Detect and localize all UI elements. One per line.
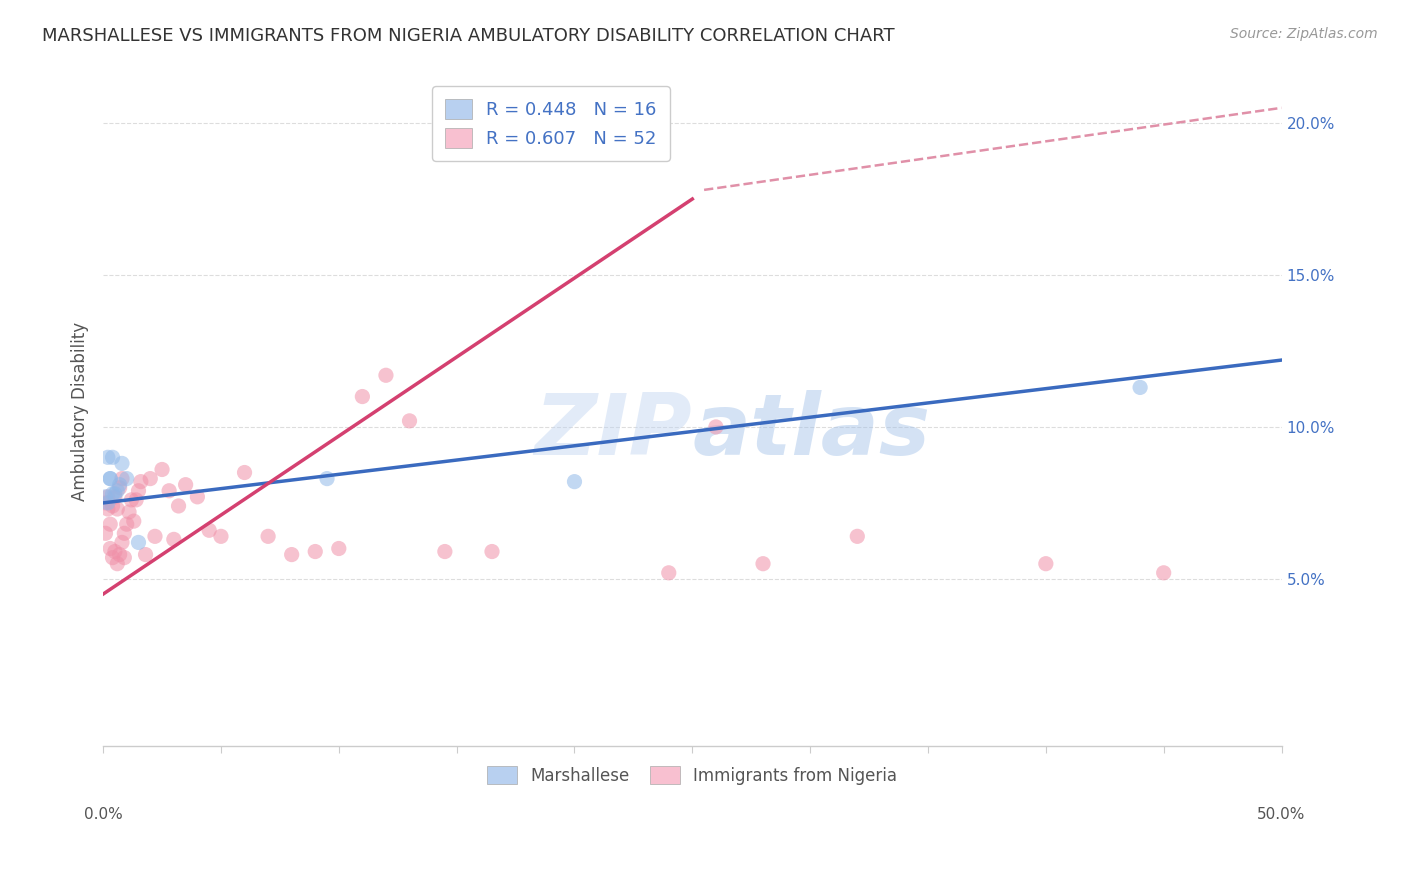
Point	[118, 505, 141, 519]
Point	[163, 533, 186, 547]
Y-axis label: Ambulatory Disability: Ambulatory Disability	[72, 322, 89, 501]
Text: 0.0%: 0.0%	[84, 807, 122, 822]
Point	[101, 499, 124, 513]
Point	[98, 472, 121, 486]
Point	[127, 535, 149, 549]
Point	[1035, 557, 1057, 571]
Point	[108, 477, 131, 491]
Point	[481, 544, 503, 558]
Point	[752, 557, 775, 571]
Point	[1129, 380, 1152, 394]
Point	[150, 462, 173, 476]
Point	[127, 483, 149, 498]
Point	[658, 566, 681, 580]
Point	[101, 487, 124, 501]
Point	[101, 450, 124, 465]
Point	[143, 529, 166, 543]
Point	[174, 477, 197, 491]
Point	[104, 544, 127, 558]
Point	[704, 420, 727, 434]
Point	[97, 490, 120, 504]
Point	[433, 544, 456, 558]
Point	[111, 472, 134, 486]
Text: Source: ZipAtlas.com: Source: ZipAtlas.com	[1230, 27, 1378, 41]
Text: ZIP: ZIP	[534, 391, 692, 474]
Point	[316, 472, 339, 486]
Point	[115, 517, 138, 532]
Text: atlas: atlas	[692, 391, 931, 474]
Point	[135, 548, 157, 562]
Point	[112, 550, 135, 565]
Point	[98, 472, 121, 486]
Point	[1153, 566, 1175, 580]
Point	[304, 544, 326, 558]
Point	[328, 541, 350, 556]
Text: 50.0%: 50.0%	[1257, 807, 1306, 822]
Point	[108, 548, 131, 562]
Point	[97, 450, 120, 465]
Point	[105, 483, 128, 498]
Point	[104, 490, 127, 504]
Point	[94, 490, 117, 504]
Point	[108, 481, 131, 495]
Point	[233, 466, 256, 480]
Point	[101, 550, 124, 565]
Point	[157, 483, 180, 498]
Point	[167, 499, 190, 513]
Point	[104, 487, 127, 501]
Point	[97, 496, 120, 510]
Point	[120, 492, 142, 507]
Point	[97, 502, 120, 516]
Point	[122, 514, 145, 528]
Point	[105, 557, 128, 571]
Legend: Marshallese, Immigrants from Nigeria: Marshallese, Immigrants from Nigeria	[481, 759, 904, 791]
Text: MARSHALLESE VS IMMIGRANTS FROM NIGERIA AMBULATORY DISABILITY CORRELATION CHART: MARSHALLESE VS IMMIGRANTS FROM NIGERIA A…	[42, 27, 894, 45]
Point	[209, 529, 232, 543]
Point	[94, 526, 117, 541]
Point	[398, 414, 420, 428]
Point	[257, 529, 280, 543]
Point	[125, 492, 148, 507]
Point	[846, 529, 869, 543]
Point	[98, 541, 121, 556]
Point	[280, 548, 302, 562]
Point	[94, 496, 117, 510]
Point	[374, 368, 396, 383]
Point	[129, 475, 152, 489]
Point	[105, 502, 128, 516]
Point	[111, 535, 134, 549]
Point	[564, 475, 586, 489]
Point	[98, 517, 121, 532]
Point	[112, 526, 135, 541]
Point	[111, 457, 134, 471]
Point	[198, 523, 221, 537]
Point	[186, 490, 208, 504]
Point	[352, 390, 374, 404]
Point	[115, 472, 138, 486]
Point	[139, 472, 162, 486]
